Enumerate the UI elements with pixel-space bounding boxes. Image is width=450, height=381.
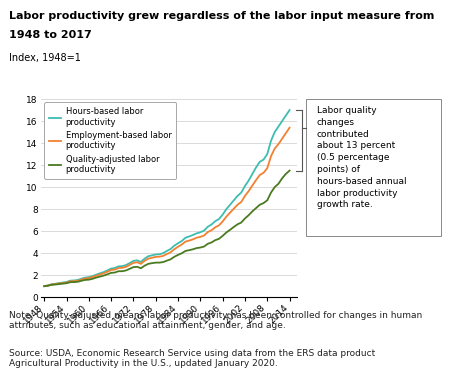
Quality-adjusted labor
productivity xyxy=(272,185,277,189)
Quality-adjusted labor
productivity xyxy=(227,227,233,232)
Employment-based labor
productivity xyxy=(227,210,233,215)
Hours-based labor
productivity xyxy=(153,252,158,257)
Hours-based labor
productivity xyxy=(272,130,277,134)
Text: Labor quality
changes
contributed
about 13 percent
(0.5 percentage
points) of
ho: Labor quality changes contributed about … xyxy=(317,106,406,209)
Employment-based labor
productivity xyxy=(153,255,158,259)
Text: Source: USDA, Economic Research Service using data from the ERS data product
Agr: Source: USDA, Economic Research Service … xyxy=(9,349,375,368)
Line: Hours-based labor
productivity: Hours-based labor productivity xyxy=(44,110,289,286)
Employment-based labor
productivity xyxy=(287,125,292,130)
Quality-adjusted labor
productivity xyxy=(41,284,47,288)
Quality-adjusted labor
productivity xyxy=(97,274,103,279)
Text: 1948 to 2017: 1948 to 2017 xyxy=(9,30,92,40)
Hours-based labor
productivity xyxy=(287,108,292,112)
Quality-adjusted labor
productivity xyxy=(287,168,292,173)
Hours-based labor
productivity xyxy=(41,284,47,288)
Employment-based labor
productivity xyxy=(41,284,47,288)
Quality-adjusted labor
productivity xyxy=(153,260,158,265)
Employment-based labor
productivity xyxy=(272,146,277,151)
Quality-adjusted labor
productivity xyxy=(142,263,147,268)
Hours-based labor
productivity xyxy=(227,202,233,207)
Employment-based labor
productivity xyxy=(79,277,84,282)
Hours-based labor
productivity xyxy=(79,276,84,281)
Employment-based labor
productivity xyxy=(97,272,103,277)
Legend: Hours-based labor
productivity, Employment-based labor
productivity, Quality-adj: Hours-based labor productivity, Employme… xyxy=(44,102,176,179)
Text: Labor productivity grew regardless of the labor input measure from: Labor productivity grew regardless of th… xyxy=(9,11,434,21)
Employment-based labor
productivity xyxy=(142,259,147,263)
Hours-based labor
productivity xyxy=(142,256,147,261)
Line: Quality-adjusted labor
productivity: Quality-adjusted labor productivity xyxy=(44,171,289,286)
Text: Note: Quality-adjusted means labor productivity has been controlled for changes : Note: Quality-adjusted means labor produ… xyxy=(9,311,422,330)
Hours-based labor
productivity xyxy=(97,271,103,275)
Line: Employment-based labor
productivity: Employment-based labor productivity xyxy=(44,128,289,286)
Quality-adjusted labor
productivity xyxy=(79,279,84,283)
FancyBboxPatch shape xyxy=(306,99,441,236)
Text: Index, 1948=1: Index, 1948=1 xyxy=(9,53,81,63)
